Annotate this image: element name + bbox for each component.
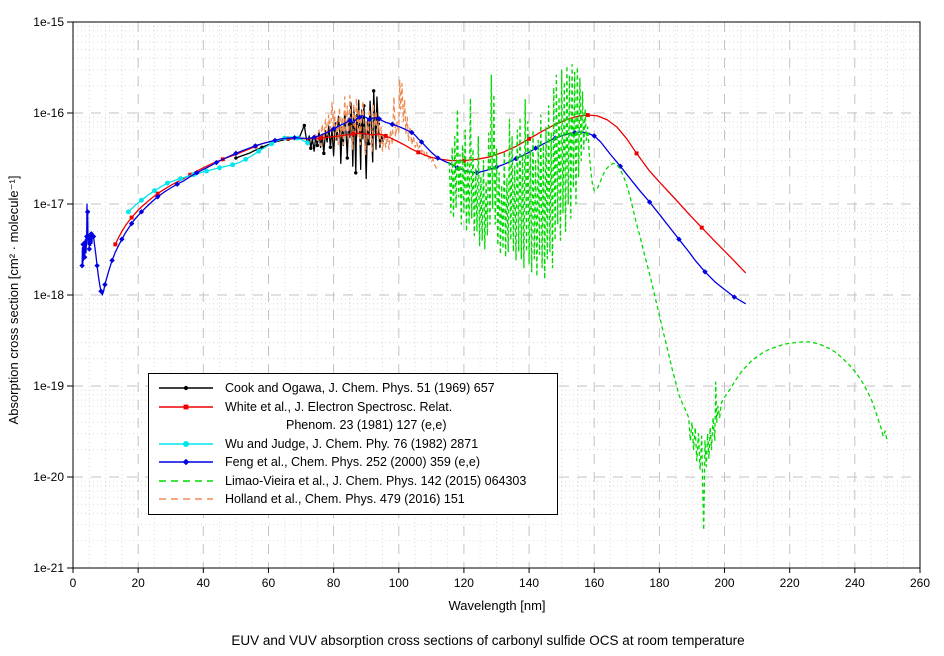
x-tick-label: 60 xyxy=(262,576,276,590)
series-line-feng2000 xyxy=(81,115,747,305)
series-markers-feng2000 xyxy=(79,114,738,300)
y-tick-label: 1e-16 xyxy=(33,106,64,120)
x-tick-label: 40 xyxy=(197,576,211,590)
x-tick-label: 200 xyxy=(715,576,735,590)
legend-item-wu1982: Wu and Judge, J. Chem. Phy. 76 (1982) 28… xyxy=(157,435,549,454)
legend-item-cook1969: Cook and Ogawa, J. Chem. Phys. 51 (1969)… xyxy=(157,379,549,398)
series-line-holland2016 xyxy=(313,79,439,170)
x-tick-label: 160 xyxy=(584,576,604,590)
x-tick-label: 100 xyxy=(389,576,409,590)
legend: Cook and Ogawa, J. Chem. Phys. 51 (1969)… xyxy=(148,373,558,515)
y-tick-label: 1e-15 xyxy=(33,15,64,29)
chart-title: EUV and VUV absorption cross sections of… xyxy=(231,633,745,648)
legend-sample-cook1969 xyxy=(159,386,213,391)
y-tick-label: 1e-21 xyxy=(33,561,64,575)
legend-sample-holland2016 xyxy=(159,498,213,500)
legend-sample-limao2015 xyxy=(159,480,213,482)
legend-label: Feng et al., Chem. Phys. 252 (2000) 359 … xyxy=(225,455,480,469)
series-line-wu1982 xyxy=(127,136,308,213)
y-tick-label: 1e-19 xyxy=(33,379,64,393)
series-line-limao2015 xyxy=(448,63,889,531)
x-tick-label: 20 xyxy=(131,576,145,590)
x-tick-label: 180 xyxy=(649,576,669,590)
x-axis-label: Wavelength [nm] xyxy=(448,598,546,613)
legend-item-holland2016: Holland et al., Chem. Phys. 479 (2016) 1… xyxy=(157,490,549,509)
x-tick-label: 80 xyxy=(327,576,341,590)
y-tick-label: 1e-20 xyxy=(33,470,64,484)
legend-label-continuation: Phenom. 23 (1981) 127 (e,e) xyxy=(286,418,447,432)
y-tick-label: 1e-17 xyxy=(33,197,64,211)
x-tick-label: 220 xyxy=(780,576,800,590)
x-tick-label: 240 xyxy=(845,576,865,590)
x-tick-label: 260 xyxy=(910,576,930,590)
legend-sample-white1981 xyxy=(159,404,213,410)
legend-sample-wu1982 xyxy=(159,440,213,447)
x-tick-label: 120 xyxy=(454,576,474,590)
y-axis-label: Absorption cross section [cm² · molecule… xyxy=(6,175,21,425)
legend-item-feng2000: Feng et al., Chem. Phys. 252 (2000) 359 … xyxy=(157,453,549,472)
legend-item-white1981: White et al., J. Electron Spectrosc. Rel… xyxy=(157,398,549,417)
legend-label: Holland et al., Chem. Phys. 479 (2016) 1… xyxy=(225,492,465,506)
legend-label: Wu and Judge, J. Chem. Phy. 76 (1982) 28… xyxy=(225,436,479,451)
x-tick-label: 0 xyxy=(70,576,77,590)
legend-item-limao2015: Limao-Vieira et al., J. Chem. Phys. 142 … xyxy=(157,472,549,491)
legend-label: White et al., J. Electron Spectrosc. Rel… xyxy=(225,399,453,414)
legend-label: Limao-Vieira et al., J. Chem. Phys. 142 … xyxy=(225,473,527,488)
series-markers-wu1982 xyxy=(125,135,310,215)
y-tick-label: 1e-18 xyxy=(33,288,64,302)
series-line-white1981 xyxy=(114,114,747,274)
legend-label: Cook and Ogawa, J. Chem. Phys. 51 (1969)… xyxy=(225,381,495,395)
legend-sample-feng2000 xyxy=(159,458,213,466)
x-tick-label: 140 xyxy=(519,576,539,590)
